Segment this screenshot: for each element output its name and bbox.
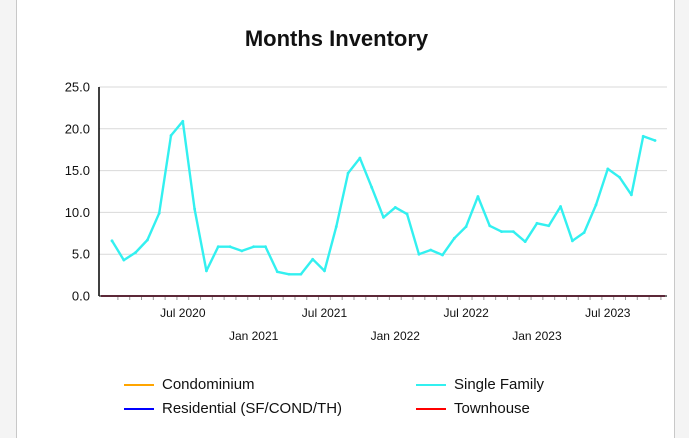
single-family-data-point: [523, 240, 527, 244]
single-family-data-point: [464, 225, 468, 229]
single-family-data-point: [511, 230, 515, 234]
y-tick-label: 5.0: [72, 247, 90, 262]
single-family-data-point: [393, 205, 397, 209]
legend-label-condominium: Condominium: [162, 376, 255, 393]
y-tick-label: 0.0: [72, 289, 90, 304]
x-tick-label-upper: Jul 2020: [160, 306, 206, 320]
x-tick-label-lower: Jan 2021: [229, 329, 279, 343]
single-family-data-point: [346, 171, 350, 175]
single-family-series-line: [110, 120, 657, 276]
y-tick-label: 15.0: [65, 163, 90, 178]
single-family-data-point: [618, 175, 621, 179]
single-family-data-point: [570, 239, 574, 243]
legend-item-townhouse: Townhouse: [416, 400, 530, 417]
single-family-data-point: [417, 252, 421, 256]
single-family-data-point: [252, 245, 256, 249]
single-family-data-point: [287, 272, 291, 276]
legend-item-residential: Residential (SF/COND/TH): [124, 400, 342, 417]
single-family-data-point: [193, 207, 197, 211]
single-family-data-point: [476, 195, 480, 198]
chart-legend: Condominium Single Family Residential (S…: [0, 372, 689, 422]
single-family-data-point: [441, 253, 444, 257]
single-family-data-point: [559, 205, 562, 208]
legend-swatch-single-family: [416, 383, 446, 386]
single-family-data-point: [429, 248, 433, 252]
single-family-data-point: [157, 211, 161, 215]
single-family-data-point: [181, 119, 185, 123]
x-tick-label-upper: Jul 2021: [302, 306, 348, 320]
single-family-data-point: [264, 245, 267, 249]
legend-swatch-townhouse: [416, 407, 446, 410]
single-family-data-point: [535, 221, 539, 225]
single-family-data-point: [228, 245, 232, 249]
single-family-data-point: [216, 245, 220, 249]
single-family-data-point: [134, 251, 138, 254]
single-family-data-point: [629, 193, 633, 197]
chart-title: Months Inventory: [244, 26, 429, 51]
x-tick-label-upper: Jul 2023: [585, 306, 631, 320]
single-family-data-point: [653, 139, 657, 142]
single-family-data-point: [110, 239, 114, 243]
legend-label-residential: Residential (SF/COND/TH): [162, 400, 343, 417]
single-family-data-point: [323, 269, 326, 273]
legend-label-townhouse: Townhouse: [454, 400, 530, 417]
single-family-data-point: [334, 225, 338, 229]
x-tick-label-lower: Jan 2022: [371, 329, 421, 343]
single-family-data-point: [370, 185, 374, 189]
line-chart: 0.0 5.0 10.0 15.0 20.0 25.0 Jul 2020 Jul 2021 Ju…: [65, 80, 667, 343]
legend-swatch-condominium: [124, 383, 154, 386]
single-family-data-point: [594, 203, 598, 207]
single-family-data-point: [641, 134, 645, 138]
single-family-data-point: [452, 236, 456, 240]
legend-label-single-family: Single Family: [454, 376, 545, 393]
legend-item-condominium: Condominium: [124, 376, 255, 393]
single-family-data-point: [606, 167, 610, 171]
single-family-data-point: [582, 231, 586, 234]
single-family-data-point: [405, 212, 409, 216]
y-tick-label: 10.0: [65, 205, 90, 220]
legend-item-single-family: Single Family: [416, 376, 544, 393]
legend-swatch-residential: [124, 407, 154, 410]
y-tick-label: 25.0: [65, 80, 90, 95]
x-tick-label-upper: Jul 2022: [443, 306, 489, 320]
single-family-data-point: [358, 156, 362, 160]
single-family-data-point: [311, 257, 315, 261]
single-family-data-point: [382, 216, 385, 219]
single-family-data-point: [500, 230, 503, 234]
single-family-data-point: [547, 224, 551, 228]
single-family-data-point: [488, 224, 492, 228]
single-family-data-point: [169, 134, 173, 137]
single-family-data-point: [299, 272, 303, 276]
single-family-data-point: [275, 270, 279, 274]
single-family-data-point: [146, 238, 149, 242]
single-family-data-point: [122, 258, 126, 262]
x-tick-label-lower: Jan 2023: [512, 329, 562, 343]
y-tick-label: 20.0: [65, 121, 90, 136]
single-family-data-point: [240, 249, 244, 253]
single-family-data-point: [205, 269, 208, 273]
